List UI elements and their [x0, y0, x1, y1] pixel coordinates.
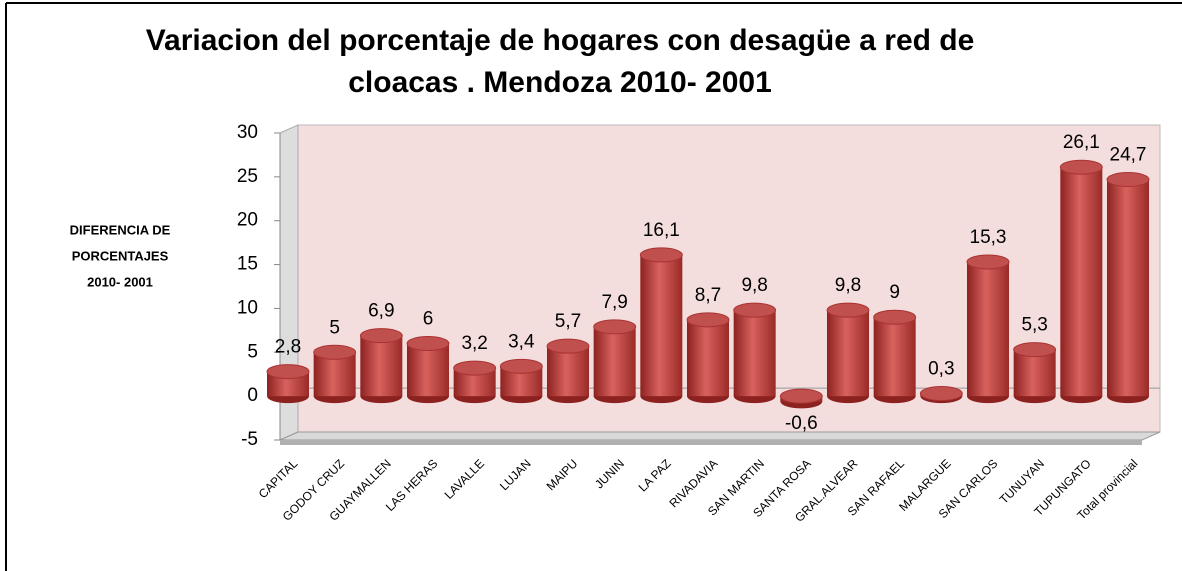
floor-front [280, 440, 1142, 445]
x-tick-label: CAPITAL [256, 456, 301, 501]
value-label: 9,8 [741, 275, 767, 296]
bar-cap [313, 344, 357, 360]
bar [733, 310, 776, 397]
bar-cap [639, 247, 683, 263]
value-label: 3,4 [508, 331, 535, 352]
bar-cap [873, 309, 917, 325]
bar-cap [733, 302, 777, 318]
value-label: 16,1 [643, 220, 680, 241]
chart-title: Variacion del porcentaje de hogares con … [146, 24, 975, 57]
x-tick-label: TUNUYAN [997, 456, 1047, 506]
value-label: 5,7 [555, 311, 581, 332]
bar [1060, 167, 1103, 397]
bar [1107, 179, 1149, 397]
floor [279, 431, 1161, 441]
y-axis-label: PORCENTAJES [72, 248, 169, 263]
y-tick-label: 0 [247, 385, 258, 406]
value-label: 5,3 [1021, 315, 1047, 336]
y-tick-label: 20 [237, 210, 258, 231]
value-label: 9,8 [835, 275, 861, 296]
bar-cap [593, 319, 637, 335]
value-label: -0,6 [785, 413, 818, 434]
x-tick-label: LAVALLE [442, 456, 487, 501]
bar [1013, 349, 1056, 397]
bar-cap [266, 364, 310, 380]
bar [407, 343, 449, 397]
bar-cap [919, 386, 963, 402]
value-label: 9 [889, 282, 900, 303]
value-label: 24,7 [1110, 145, 1147, 166]
y-axis-label: DIFERENCIA DE [70, 222, 171, 237]
y-tick-label: 10 [237, 297, 258, 318]
bar-cap [499, 358, 543, 374]
bar-cap [826, 302, 870, 318]
value-label: 6 [423, 309, 434, 330]
bar-cap [453, 360, 497, 376]
value-label: 5 [329, 317, 340, 338]
bar-cap [406, 336, 450, 352]
chart-title: cloacas . Mendoza 2010- 2001 [348, 66, 772, 99]
value-label: 8,7 [695, 285, 721, 306]
value-label: 0,3 [928, 359, 954, 380]
value-label: 2,8 [275, 337, 301, 358]
value-label: 6,9 [368, 301, 394, 322]
y-tick-label: 30 [237, 122, 258, 143]
x-tick-label: LA PAZ [636, 456, 674, 494]
bar-cap [779, 388, 823, 404]
value-label: 3,2 [461, 333, 487, 354]
bar [360, 335, 403, 397]
y-tick-label: -5 [241, 429, 258, 450]
y-axis-label: 2010- 2001 [87, 274, 153, 289]
bar [873, 317, 916, 397]
bar-cap [686, 312, 730, 328]
bar-cap [1013, 342, 1057, 358]
y-tick-label: 5 [247, 341, 258, 362]
value-label: 15,3 [970, 227, 1007, 248]
x-tick-label: MAIPU [544, 456, 581, 493]
bar [827, 310, 869, 397]
bar [640, 254, 683, 397]
y-tick-label: 25 [237, 166, 258, 187]
bar [547, 346, 589, 397]
x-tick-label: LUJAN [497, 456, 534, 493]
bar [967, 261, 1009, 397]
bar-cap [546, 338, 590, 354]
value-label: 26,1 [1063, 132, 1100, 153]
value-label: 7,9 [601, 292, 627, 313]
bar-cap [1059, 159, 1103, 175]
bar [687, 319, 729, 397]
bar-cap [359, 328, 403, 344]
x-tick-label: JUNIN [592, 456, 627, 491]
bar-cap [1106, 171, 1150, 187]
y-tick-label: 15 [237, 254, 258, 275]
bar-cap [966, 254, 1010, 270]
bar [593, 326, 636, 397]
